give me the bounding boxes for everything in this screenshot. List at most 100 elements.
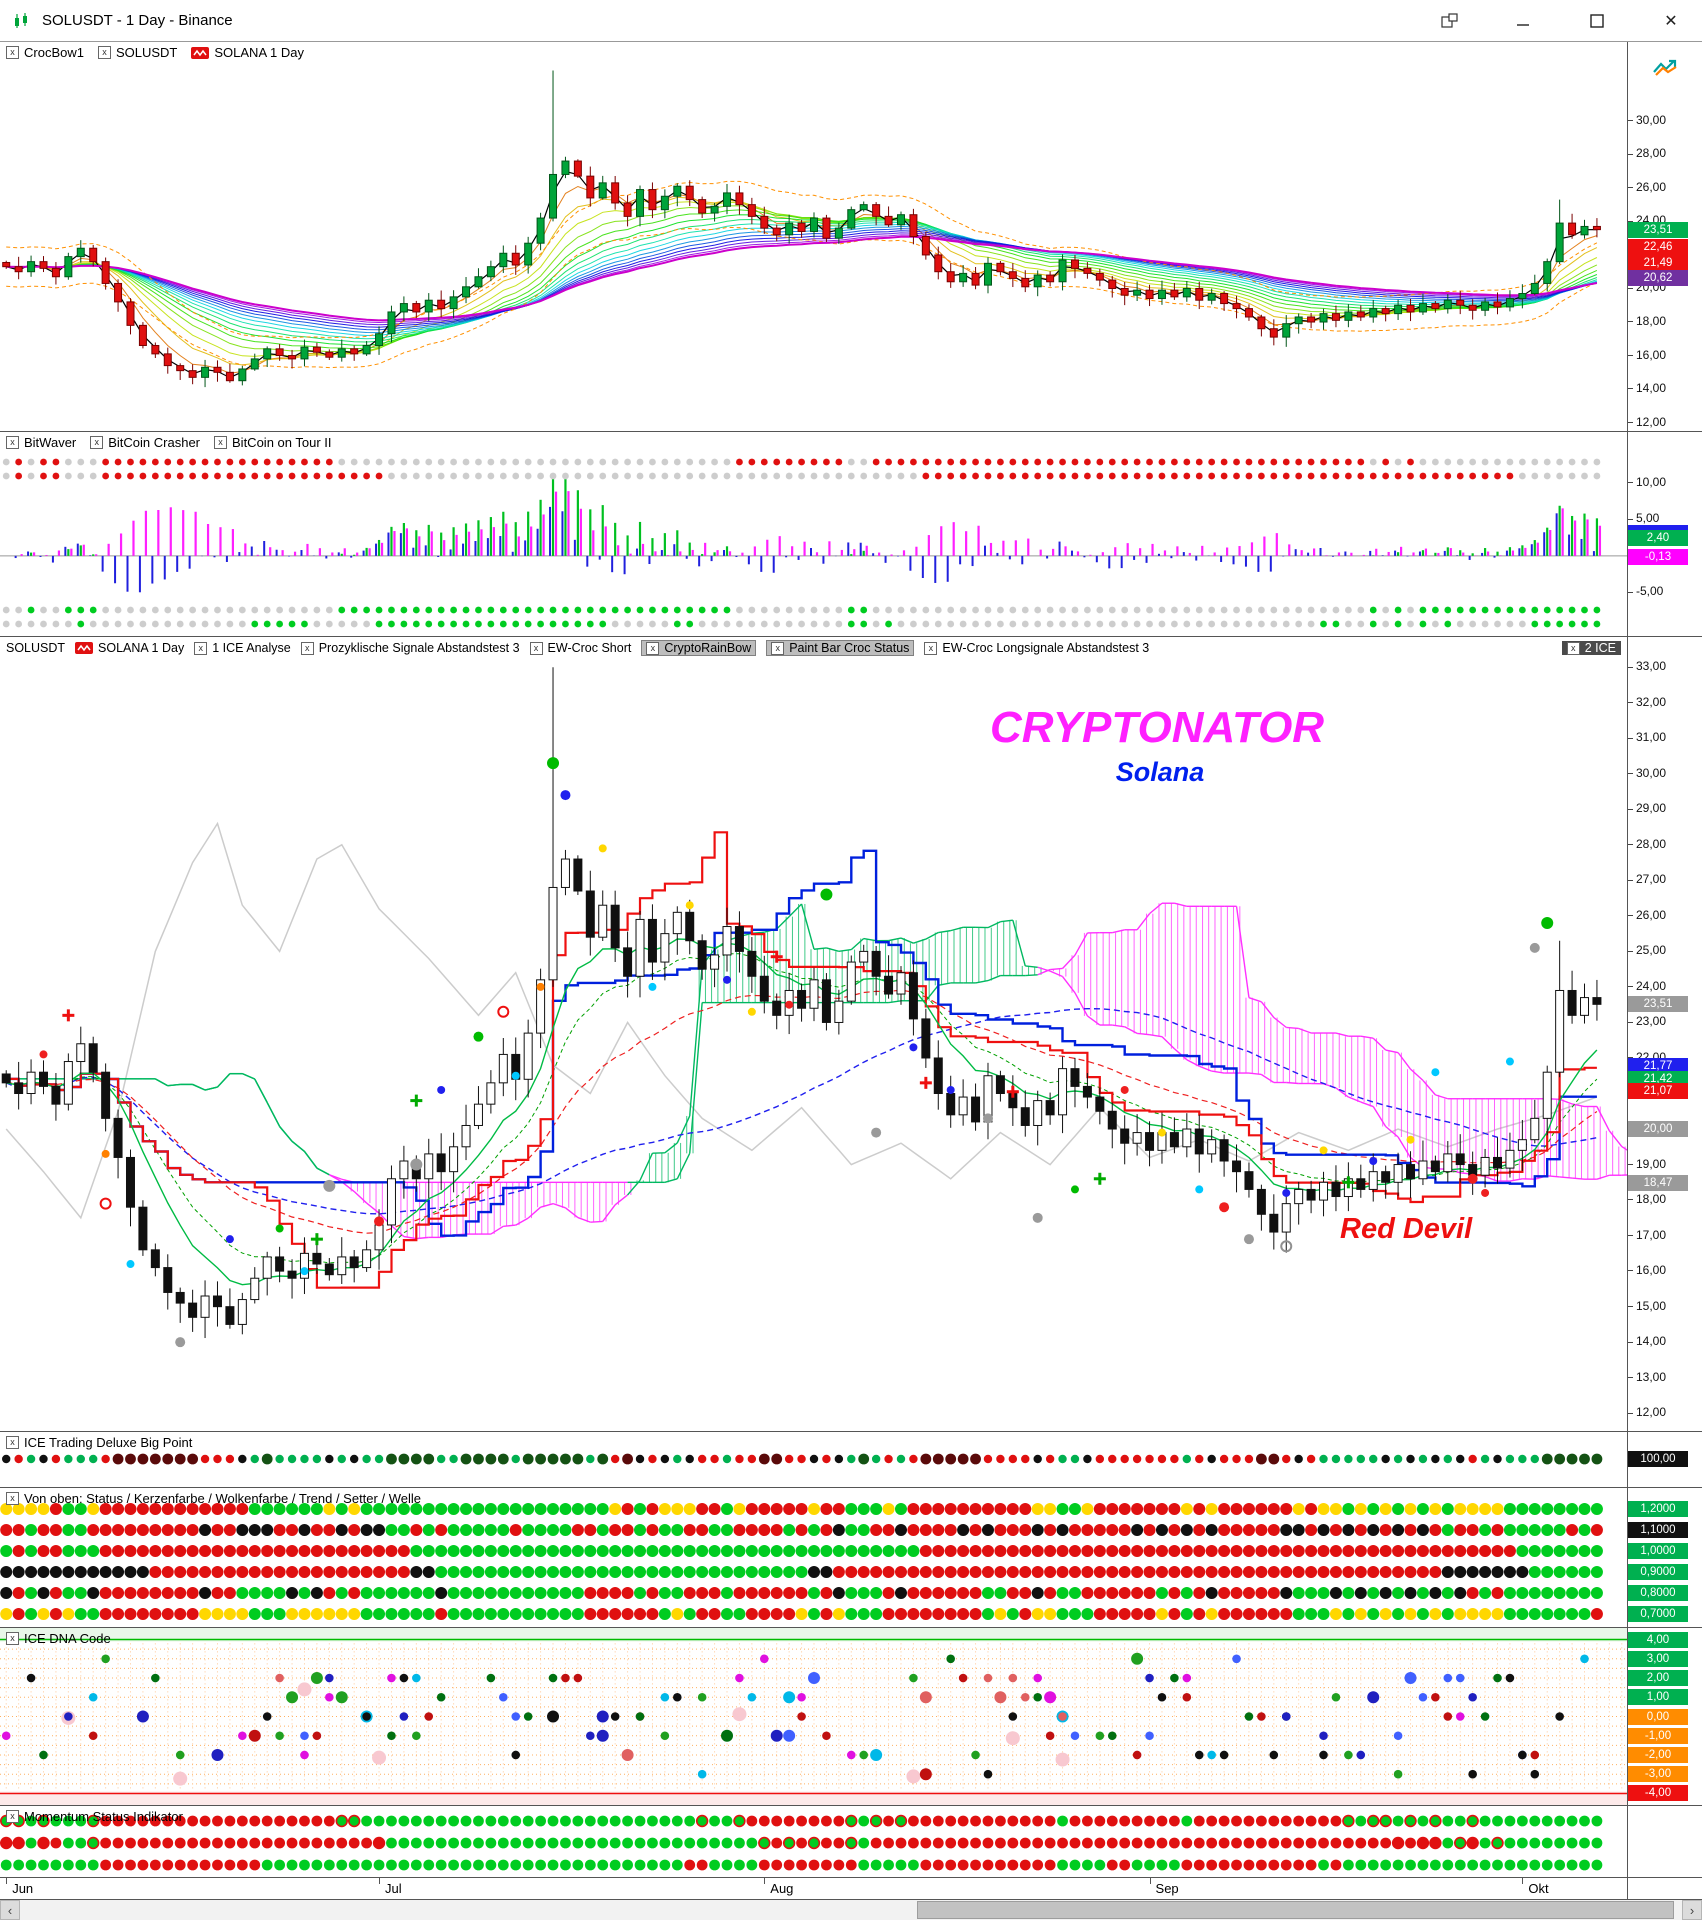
price-badge: -2,00 bbox=[1628, 1746, 1688, 1763]
chart-canvas-ice-big-point bbox=[2, 1453, 1603, 1465]
month-tick bbox=[1522, 1878, 1524, 1884]
chart-panel-von-oben[interactable]: x Von oben: Status / Kerzenfarbe / Wolken… bbox=[0, 1488, 1628, 1627]
chart-panel-bitwaver[interactable]: x BitWaver x BitCoin Crasher x BitCoin on Tou… bbox=[0, 432, 1628, 636]
scrollbar-track[interactable] bbox=[20, 1900, 1682, 1920]
axis-tick: 30,00 bbox=[1628, 113, 1666, 127]
price-axis-bitwaver: 10,00 5,00 -5,00 2,40 -0,13 bbox=[1628, 432, 1701, 636]
axis-tick: 26,00 bbox=[1628, 180, 1666, 194]
popout-icon[interactable] bbox=[1434, 8, 1464, 34]
indicator-toggle[interactable]: x 1 ICE Analyse bbox=[194, 641, 291, 655]
scrollbar-right-arrow[interactable]: › bbox=[1682, 1900, 1702, 1920]
indicator-label: Prozyklische Signale Abstandstest 3 bbox=[318, 641, 520, 655]
price-badge: 2,00 bbox=[1628, 1670, 1688, 1687]
indicator-toggle[interactable]: x CrocBow1 bbox=[6, 45, 84, 60]
checkbox-icon[interactable]: x bbox=[6, 1810, 19, 1823]
axis-tick: 18,00 bbox=[1628, 1192, 1666, 1206]
axis-tick: 13,00 bbox=[1628, 1370, 1666, 1384]
indicator-label: SOLANA 1 Day bbox=[98, 641, 185, 655]
checkbox-icon[interactable]: x bbox=[300, 641, 314, 655]
chart-panel-crocbow[interactable]: x CrocBow1 x SOLUSDT SOLANA 1 Day bbox=[0, 42, 1628, 431]
chart-canvas-von-oben bbox=[0, 1503, 1603, 1620]
month-label: Jun bbox=[12, 1881, 34, 1896]
panel-crocbow: x CrocBow1 x SOLUSDT SOLANA 1 Day 30,00 28,00… bbox=[0, 42, 1702, 432]
checkbox-icon[interactable]: x bbox=[529, 641, 543, 655]
checkbox-icon[interactable]: x bbox=[6, 436, 19, 449]
indicator-toggle[interactable]: x EW-Croc Longsignale Abstandstest 3 bbox=[924, 641, 1149, 655]
checkbox-icon[interactable]: x bbox=[194, 641, 208, 655]
checkbox-icon[interactable]: x bbox=[90, 436, 104, 449]
checkbox-icon[interactable]: x bbox=[924, 641, 938, 655]
panel-main: SOLUSDT SOLANA 1 Day x 1 ICE Analyse x Prozyk… bbox=[0, 637, 1702, 1432]
scrollbar-left-arrow[interactable]: ‹ bbox=[0, 1900, 20, 1920]
price-axis-main: 33,00 32,00 31,00 30,00 29,00 28,00 27,00 26,00… bbox=[1628, 637, 1701, 1431]
panel-momentum: x Momentum Status Indikator bbox=[0, 1806, 1702, 1878]
indicator-toggle[interactable]: SOLANA 1 Day bbox=[75, 641, 184, 655]
indicator-label: CryptoRainBow bbox=[664, 641, 752, 655]
price-badge: 1,00 bbox=[1628, 1689, 1688, 1706]
price-badge: 0,8000 bbox=[1628, 1585, 1688, 1601]
indicator-toggle[interactable]: x ICE Trading Deluxe Big Point bbox=[6, 1435, 192, 1450]
panel-bitwaver: x BitWaver x BitCoin Crasher x BitCoin on Tou… bbox=[0, 432, 1702, 637]
indicator-toggle[interactable]: SOLUSDT bbox=[6, 641, 65, 655]
checkbox-icon[interactable]: x bbox=[97, 46, 111, 59]
axis-tick: 19,00 bbox=[1628, 1157, 1666, 1171]
price-badge: 0,7000 bbox=[1628, 1606, 1688, 1622]
month-tick bbox=[1149, 1878, 1151, 1884]
indicator-toggle[interactable]: x Von oben: Status / Kerzenfarbe / Wolken… bbox=[6, 1491, 421, 1506]
indicator-toggle[interactable]: x Prozyklische Signale Abstandstest 3 bbox=[300, 641, 520, 655]
indicator-label: ICE Trading Deluxe Big Point bbox=[24, 1435, 193, 1450]
month-tick bbox=[764, 1878, 766, 1884]
price-badge: 20,62 bbox=[1628, 270, 1688, 287]
chart-panel-momentum[interactable]: x Momentum Status Indikator bbox=[0, 1806, 1628, 1877]
chart-panel-ice-big-point[interactable]: x ICE Trading Deluxe Big Point bbox=[0, 1432, 1628, 1487]
price-badge: 20,00 bbox=[1628, 1121, 1688, 1138]
time-axis-row: Jun Jul Aug Sep Okt bbox=[0, 1878, 1702, 1900]
price-badge: -1,00 bbox=[1628, 1727, 1688, 1744]
checkbox-icon[interactable]: x bbox=[6, 1632, 19, 1645]
window-title: SOLUSDT - 1 Day - Binance bbox=[42, 12, 233, 29]
checkbox-icon[interactable]: x bbox=[214, 436, 228, 449]
price-badge: -0,13 bbox=[1628, 548, 1688, 565]
checkbox-icon[interactable]: x bbox=[646, 641, 660, 655]
indicator-toggle[interactable]: x Paint Bar Croc Status bbox=[766, 640, 915, 656]
maximize-button[interactable] bbox=[1582, 8, 1612, 34]
price-badge: -3,00 bbox=[1628, 1766, 1688, 1783]
checkbox-icon[interactable]: x bbox=[6, 1436, 19, 1449]
price-badge: 21,07 bbox=[1628, 1083, 1688, 1100]
indicator-toggle[interactable]: x SOLUSDT bbox=[97, 45, 177, 60]
minimize-button[interactable] bbox=[1508, 8, 1538, 34]
indicator-toggle[interactable]: x Momentum Status Indikator bbox=[6, 1809, 183, 1824]
checkbox-icon[interactable]: x bbox=[6, 1492, 19, 1505]
checkbox-icon[interactable]: x bbox=[1566, 641, 1580, 655]
indicator-toggle[interactable]: x BitCoin Crasher bbox=[90, 435, 200, 450]
price-badge: 1,0000 bbox=[1628, 1543, 1688, 1559]
close-button[interactable]: ✕ bbox=[1664, 12, 1678, 30]
axis-tick: 23,00 bbox=[1628, 1014, 1666, 1028]
price-badge: 1,1000 bbox=[1628, 1522, 1688, 1538]
indicator-toggle[interactable]: SOLANA 1 Day bbox=[191, 45, 304, 60]
chart-canvas-crocbow bbox=[2, 70, 1601, 388]
chart-panel-main[interactable]: SOLUSDT SOLANA 1 Day x 1 ICE Analyse x Prozyk… bbox=[0, 637, 1628, 1431]
axis-tick: 15,00 bbox=[1628, 1299, 1666, 1313]
horizontal-scrollbar[interactable]: ‹ › bbox=[0, 1900, 1702, 1920]
price-axis-von-oben: 1,2000 1,1000 1,0000 0,9000 0,8000 0,7000 bbox=[1628, 1488, 1701, 1627]
month-label: Okt bbox=[1528, 1881, 1549, 1896]
month-label: Aug bbox=[770, 1881, 794, 1896]
indicator-toggle[interactable]: x CryptoRainBow bbox=[641, 640, 757, 656]
checkbox-icon[interactable]: x bbox=[771, 641, 785, 655]
instrument-icon bbox=[191, 46, 210, 59]
scrollbar-thumb[interactable] bbox=[917, 1901, 1674, 1919]
checkbox-icon[interactable]: x bbox=[6, 46, 19, 59]
price-axis-crocbow: 30,0028,0026,0024,0022,0020,0018,0016,00… bbox=[1628, 42, 1701, 431]
indicator-arrows-icon[interactable] bbox=[1652, 58, 1682, 78]
chart-panel-ice-dna[interactable]: x ICE DNA Code bbox=[0, 1628, 1628, 1805]
axis-tick: 28,00 bbox=[1628, 146, 1666, 160]
price-badge: 1,2000 bbox=[1628, 1501, 1688, 1517]
indicator-toggle[interactable]: x EW-Croc Short bbox=[529, 641, 631, 655]
indicator-toggle[interactable]: x 2 ICE bbox=[1561, 641, 1621, 655]
axis-tick: 16,00 bbox=[1628, 1263, 1666, 1277]
indicator-toggle[interactable]: x BitCoin on Tour II bbox=[214, 435, 332, 450]
price-badge: 23,51 bbox=[1628, 221, 1688, 238]
indicator-toggle[interactable]: x ICE DNA Code bbox=[6, 1631, 111, 1646]
indicator-toggle[interactable]: x BitWaver bbox=[6, 435, 76, 450]
